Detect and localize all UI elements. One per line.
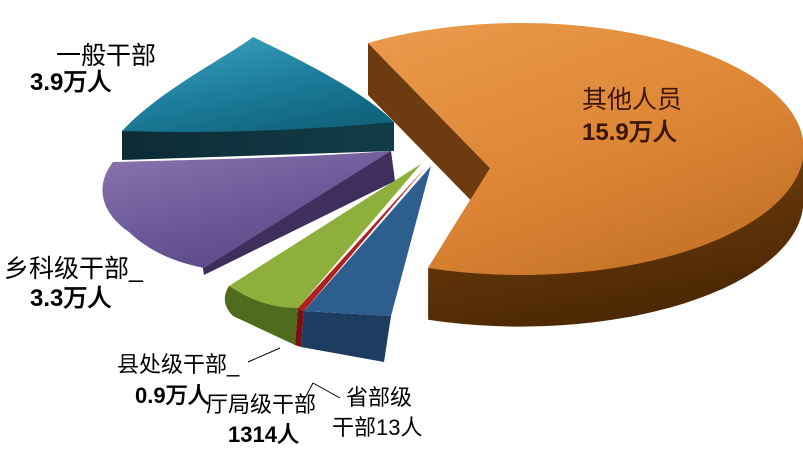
svg-text:干部13人: 干部13人 (332, 415, 422, 440)
svg-text:一般干部: 一般干部 (56, 42, 156, 70)
svg-text:1314人: 1314人 (228, 422, 299, 447)
svg-text:15.9万人: 15.9万人 (582, 119, 677, 146)
svg-text:3.3万人: 3.3万人 (30, 285, 111, 312)
svg-text:县处级干部_: 县处级干部_ (117, 352, 240, 377)
svg-text:其他人员: 其他人员 (582, 86, 682, 114)
svg-text:乡科级干部_: 乡科级干部_ (4, 255, 144, 283)
svg-text:3.9万人: 3.9万人 (30, 69, 111, 96)
svg-text:0.9万人: 0.9万人 (135, 383, 210, 408)
svg-text:厅局级干部: 厅局级干部 (206, 392, 316, 417)
svg-text:省部级: 省部级 (346, 385, 412, 410)
